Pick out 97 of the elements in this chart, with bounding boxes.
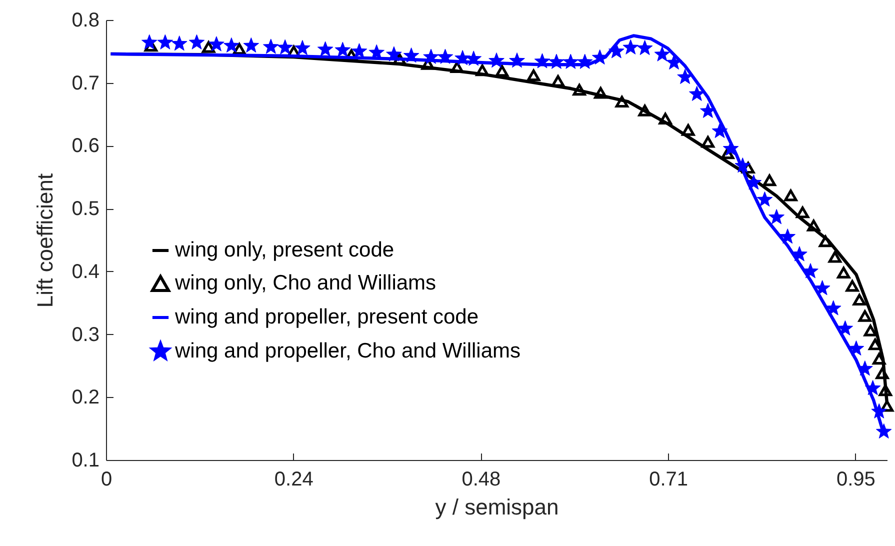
point [454,50,470,66]
point [677,68,693,84]
x-tick-label: 0.71 [649,468,688,490]
point [188,34,205,50]
point [141,34,158,50]
point [243,37,260,53]
point [476,64,489,76]
point [792,246,808,262]
point [858,310,872,322]
point [658,112,672,125]
point [784,190,798,202]
legend-label: wing only, present code [174,238,394,262]
point [232,43,246,55]
point [701,136,714,148]
point [509,52,525,68]
point [562,54,579,69]
point [872,352,886,365]
point [876,367,889,380]
point [171,36,188,51]
point [864,324,877,336]
y-tick-label: 0.1 [72,450,100,472]
point [202,41,216,53]
point [551,75,565,87]
point [846,280,859,292]
point [615,96,628,108]
point [780,228,796,244]
point [495,65,509,77]
point [548,54,564,69]
point [768,209,784,224]
point [262,38,279,54]
point [852,294,866,306]
point [802,263,818,278]
y-axis-title: Lift coefficient [32,173,58,308]
point [594,87,608,99]
y-tick-label: 0.5 [72,198,100,220]
point [437,48,454,64]
point [762,174,776,186]
point [572,84,586,96]
point [825,300,842,316]
point [423,48,439,64]
point [721,147,734,160]
point [277,39,293,54]
y-tick-label: 0.6 [72,135,100,158]
point [294,40,310,56]
point [864,380,881,396]
x-tick-label: 0 [100,468,112,490]
point [871,403,888,418]
y-tick-label: 0.2 [72,386,100,409]
point [654,46,670,62]
point [828,251,842,263]
x-axis-title: y / semispan [435,494,559,520]
point [351,43,368,58]
point [638,104,652,116]
point [712,122,728,138]
x-tick-label: 0.48 [462,468,501,490]
point [848,340,864,356]
point [734,158,751,173]
point [878,384,892,396]
point [224,37,240,53]
legend-label: wing and propeller, present code [174,306,479,328]
point [837,320,854,336]
point [814,280,830,296]
point [208,36,224,52]
x-tick-label: 0.95 [836,468,876,490]
y-tick-label: 0.8 [72,10,100,32]
point [876,423,892,438]
point [837,266,850,279]
point [466,50,482,66]
point [403,48,420,63]
point [682,124,695,136]
point [534,53,550,68]
point [856,360,873,376]
point [334,42,351,57]
y-tick-label: 0.7 [72,72,100,94]
point [157,34,174,50]
point [636,40,653,56]
point [756,191,773,207]
point [688,86,705,101]
y-tick-label: 0.4 [72,260,100,283]
point [488,52,504,68]
point [622,39,639,54]
point [818,235,832,248]
point [317,41,334,56]
point [666,54,682,70]
point [868,338,882,350]
point [796,206,810,218]
point [386,46,402,62]
y-tick-label: 0.3 [72,324,100,346]
point [608,43,624,58]
point [807,220,820,232]
point [880,400,894,412]
point [527,69,540,82]
point [700,102,716,118]
legend-label: wing only, Cho and Williams [174,272,436,294]
point [576,54,593,69]
legend-label: wing and propeller, Cho and Williams [174,340,521,362]
x-tick-label: 0.24 [274,468,314,490]
